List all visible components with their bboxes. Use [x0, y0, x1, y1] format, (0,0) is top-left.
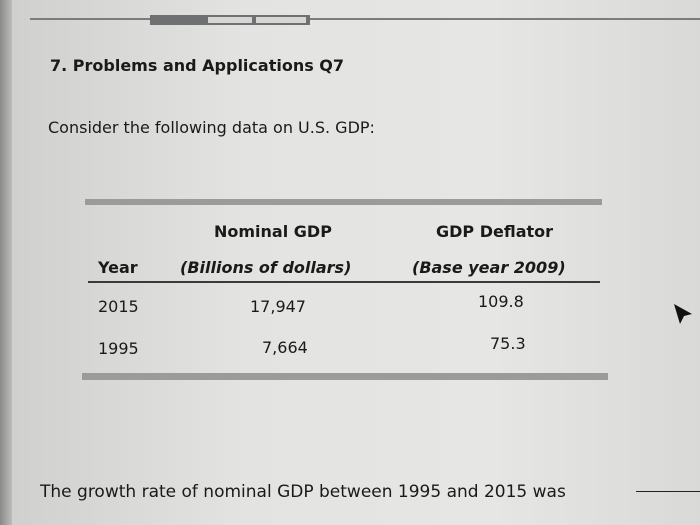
screen-left-edge	[0, 0, 12, 525]
header-divider	[30, 18, 700, 20]
header-nominal-gdp: Nominal GDP	[214, 222, 332, 241]
tab-segment	[256, 17, 306, 23]
answer-input[interactable]	[636, 491, 700, 492]
progress-tabstrip	[150, 15, 310, 25]
table-cell-nominal: 7,664	[262, 338, 308, 357]
tab-segment	[208, 17, 252, 23]
problem-title: 7. Problems and Applications Q7	[50, 56, 345, 75]
header-deflator-base: (Base year 2009)	[412, 258, 566, 277]
table-cell-nominal: 17,947	[250, 297, 306, 316]
table-cell-year: 2015	[98, 297, 139, 316]
table-cell-deflator: 75.3	[490, 334, 526, 353]
header-nominal-units: (Billions of dollars)	[180, 258, 352, 277]
table-cell-deflator: 109.8	[478, 292, 524, 311]
problem-intro: Consider the following data on U.S. GDP:	[48, 118, 375, 137]
question-text: The growth rate of nominal GDP between 1…	[40, 482, 566, 502]
table-top-bar	[85, 199, 602, 205]
table-header-rule	[88, 281, 600, 283]
header-gdp-deflator: GDP Deflator	[436, 222, 554, 241]
table-bottom-bar	[82, 373, 608, 380]
mouse-pointer-icon	[672, 302, 694, 330]
header-year: Year	[98, 258, 138, 277]
table-cell-year: 1995	[98, 339, 139, 358]
